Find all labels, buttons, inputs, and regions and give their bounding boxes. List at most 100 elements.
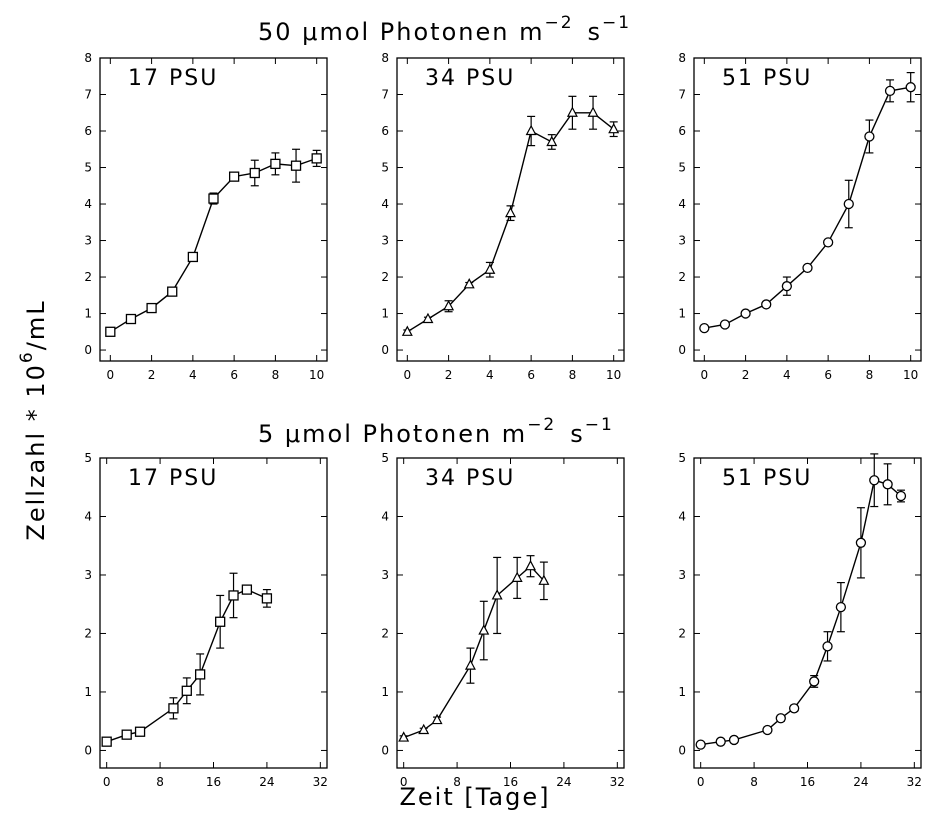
y-tick-label: 7 (381, 88, 389, 102)
data-point (194, 669, 206, 680)
x-tick-label: 24 (853, 775, 868, 789)
x-tick-label: 2 (445, 368, 453, 382)
data-point (290, 160, 302, 171)
data-point (822, 237, 834, 248)
data-point (401, 325, 413, 336)
data-point (835, 602, 847, 613)
data-point (228, 171, 240, 182)
y-tick-label: 1 (678, 307, 686, 321)
data-point (484, 263, 496, 274)
x-tick-label: 8 (750, 775, 758, 789)
plot-frame (693, 57, 922, 362)
data-point (134, 726, 146, 737)
y-tick-label: 8 (84, 51, 92, 65)
x-tick-label: 0 (400, 775, 408, 789)
data-point (511, 571, 523, 583)
x-tick-label: 16 (800, 775, 815, 789)
panel-title: 51 PSU (722, 66, 812, 91)
series-line (406, 112, 615, 333)
x-tick-label: 32 (610, 775, 625, 789)
y-tick-label: 1 (678, 685, 686, 699)
y-tick-label: 1 (84, 685, 92, 699)
data-point (761, 299, 772, 310)
y-tick-label: 5 (84, 451, 92, 465)
y-tick-label: 8 (381, 51, 389, 65)
row-title-bottom: 5 μmol Photonen m−2 s−1 (258, 415, 614, 448)
data-point (843, 198, 854, 210)
x-tick-label: 24 (556, 775, 571, 789)
y-tick-label: 1 (84, 307, 92, 321)
y-tick-label: 5 (678, 161, 686, 175)
data-point (311, 153, 322, 164)
plot-frame (99, 57, 328, 362)
data-point (895, 490, 907, 502)
y-tick-label: 4 (84, 197, 92, 211)
data-point (905, 82, 916, 93)
y-tick-label: 0 (84, 743, 92, 757)
data-point (822, 641, 833, 652)
y-tick-label: 3 (381, 234, 389, 248)
y-tick-label: 7 (84, 88, 92, 102)
plot-frame (99, 457, 328, 769)
row-title-top: 50 μmol Photonen m−2 s−1 (258, 13, 631, 46)
data-point (422, 312, 434, 324)
panel-top-right: 51 PSU 0 1 2 3 4 5 6 7 8 0 2 4 6 8 10 (678, 51, 922, 382)
data-point (864, 131, 875, 142)
panel-title: 51 PSU (722, 466, 812, 491)
data-point (728, 734, 740, 746)
y-tick-label: 1 (381, 685, 389, 699)
series-line (704, 86, 911, 329)
panel-bottom-right: 51 PSU 0 1 2 3 4 5 0 8 16 24 32 (678, 451, 922, 789)
y-tick-label: 3 (678, 234, 686, 248)
data-point (464, 659, 476, 670)
data-point (699, 322, 710, 334)
panel-title: 17 PSU (128, 66, 218, 91)
y-tick-label: 0 (84, 343, 92, 357)
data-point (187, 251, 199, 263)
data-point (121, 729, 132, 740)
data-point (715, 736, 726, 747)
data-point (882, 479, 893, 490)
data-point (587, 106, 599, 117)
data-point (261, 593, 273, 604)
y-tick-label: 3 (84, 568, 92, 582)
data-point (762, 724, 773, 736)
y-tick-label: 0 (678, 743, 686, 757)
data-point (105, 326, 116, 337)
y-tick-label: 6 (678, 124, 686, 138)
data-point (167, 286, 178, 297)
x-tick-label: 2 (148, 368, 156, 382)
data-point (884, 85, 896, 97)
x-tick-label: 4 (189, 368, 197, 382)
y-tick-label: 2 (381, 270, 389, 284)
series-line (700, 479, 902, 746)
y-tick-label: 7 (678, 88, 686, 102)
y-tick-label: 8 (678, 51, 686, 65)
data-point (566, 106, 578, 117)
data-point (855, 537, 867, 548)
y-tick-label: 0 (381, 743, 389, 757)
y-tick-label: 5 (84, 161, 92, 175)
series-line (403, 565, 545, 739)
x-tick-label: 0 (103, 775, 111, 789)
data-point (538, 574, 550, 585)
x-tick-label: 8 (866, 368, 874, 382)
y-tick-label: 4 (84, 509, 92, 523)
panel-title: 17 PSU (128, 466, 218, 491)
data-point (491, 589, 503, 600)
panel-top-middle: 34 PSU 0 1 2 3 4 5 6 7 8 0 2 4 6 8 10 (381, 51, 625, 382)
data-point (463, 278, 475, 289)
data-point (809, 676, 820, 687)
x-tick-label: 4 (783, 368, 791, 382)
y-axis-label: Zellzahl * 106/mL (17, 299, 50, 540)
data-point (802, 262, 813, 274)
y-tick-label: 4 (381, 509, 389, 523)
data-point (719, 319, 731, 330)
y-tick-label: 3 (84, 234, 92, 248)
x-tick-label: 6 (527, 368, 535, 382)
data-point (418, 723, 430, 735)
y-tick-label: 0 (678, 343, 686, 357)
y-tick-label: 2 (84, 270, 92, 284)
